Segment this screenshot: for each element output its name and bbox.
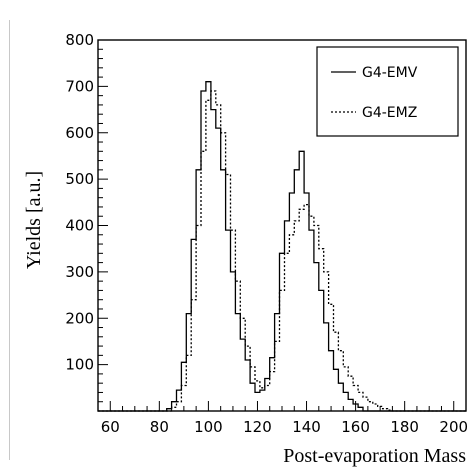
y-tick-label: 800: [65, 31, 94, 49]
x-tick-label: 60: [101, 418, 120, 436]
y-tick-label: 100: [65, 356, 94, 374]
y-tick-label: 600: [65, 124, 94, 142]
legend-box: [316, 46, 459, 137]
x-tick-label: 120: [243, 418, 272, 436]
x-tick-label: 200: [439, 418, 468, 436]
y-tick-label: 200: [65, 309, 94, 327]
x-tick-label: 140: [292, 418, 321, 436]
page-left-rule: [9, 20, 10, 460]
legend: G4-EMV G4-EMZ: [316, 46, 459, 137]
y-tick-label: 300: [65, 263, 94, 281]
y-tick-label: 400: [65, 217, 94, 235]
series-line-g4-emz: [98, 90, 466, 412]
legend-label-g4-emz: G4-EMZ: [362, 105, 417, 121]
y-axis-title: Yields [a.u.]: [23, 171, 45, 269]
y-tick-label: 500: [65, 170, 94, 188]
x-axis-title: Post-evaporation Mass: [283, 445, 466, 467]
legend-label-g4-emv: G4-EMV: [362, 65, 418, 81]
y-tick-label: 700: [65, 77, 94, 95]
x-tick-label: 80: [150, 418, 169, 436]
x-tick-label: 160: [341, 418, 370, 436]
x-axis-ticks: 60 80 100 120 140 160 180 200: [97, 401, 468, 436]
x-tick-label: 180: [390, 418, 419, 436]
x-tick-label: 100: [194, 418, 223, 436]
y-axis-ticks: 100 200 300 400 500 600 700 800: [65, 31, 108, 412]
